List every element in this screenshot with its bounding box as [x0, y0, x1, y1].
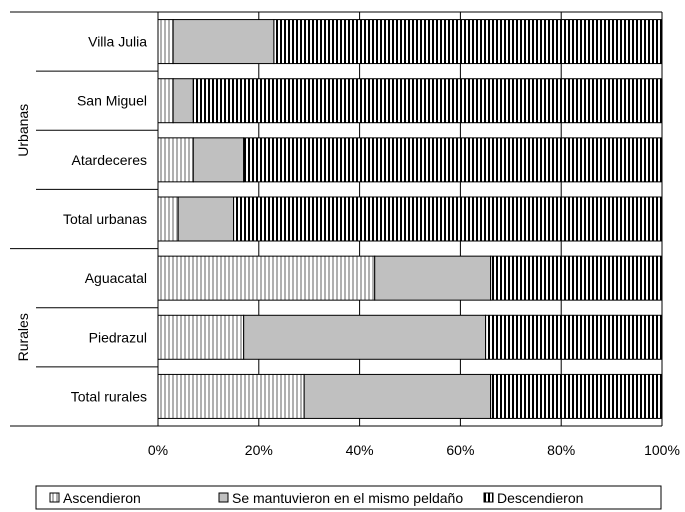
bar-segment-descendieron: [490, 373, 663, 419]
legend-swatch: [483, 492, 494, 503]
bar-segment-descendieron: [273, 19, 663, 65]
category-label: Total urbanas: [63, 211, 147, 227]
legend: Ascendieron Se mantuvieron en el mismo pe…: [35, 485, 662, 510]
axes: [10, 11, 662, 427]
bar-segment-se-mantuvieron: [243, 314, 487, 360]
bar-segment-descendieron: [243, 137, 663, 183]
labels: 0% 20% 40% 60% 80% 100% Villa Julia San Miguel A…: [15, 34, 680, 458]
x-tick-label: 0%: [148, 442, 168, 458]
x-tick-label: 40%: [346, 442, 374, 458]
bar-segment-ascendieron: [157, 314, 245, 360]
category-label: Piedrazul: [89, 329, 147, 345]
bar-segment-se-mantuvieron: [177, 196, 235, 242]
legend-box: [35, 485, 662, 510]
category-label: San Miguel: [77, 93, 147, 109]
bar-segment-se-mantuvieron: [172, 19, 275, 65]
x-tick-label: 60%: [446, 442, 474, 458]
category-label: Aguacatal: [85, 270, 147, 286]
bar-segment-ascendieron: [157, 78, 174, 124]
bar-segment-ascendieron: [157, 137, 194, 183]
bar-segment-ascendieron: [157, 373, 305, 419]
legend-swatch: [218, 492, 229, 503]
legend-label: Se mantuvieron en el mismo peldaño: [232, 490, 463, 506]
bar-segment-se-mantuvieron: [374, 255, 492, 301]
bar-segment-ascendieron: [157, 19, 174, 65]
group-label: Urbanas: [15, 104, 31, 157]
bar-segment-descendieron: [490, 255, 663, 301]
bar-segment-se-mantuvieron: [192, 137, 245, 183]
category-label: Total rurales: [71, 388, 147, 404]
x-tick-label: 20%: [245, 442, 273, 458]
bar-segment-descendieron: [485, 314, 663, 360]
x-tick-label: 100%: [644, 442, 680, 458]
bars: [157, 19, 663, 419]
bar-segment-ascendieron: [157, 196, 179, 242]
legend-label: Descendieron: [497, 490, 583, 506]
bar-segment-descendieron: [192, 78, 663, 124]
legend-swatch: [49, 492, 60, 503]
legend-label: Ascendieron: [63, 490, 141, 506]
category-label: Atardeceres: [72, 152, 147, 168]
x-tick-label: 80%: [547, 442, 575, 458]
category-label: Villa Julia: [88, 34, 147, 50]
group-label: Rurales: [15, 313, 31, 361]
bar-segment-se-mantuvieron: [172, 78, 194, 124]
bar-segment-se-mantuvieron: [303, 373, 492, 419]
bar-segment-descendieron: [233, 196, 663, 242]
bar-segment-ascendieron: [157, 255, 376, 301]
